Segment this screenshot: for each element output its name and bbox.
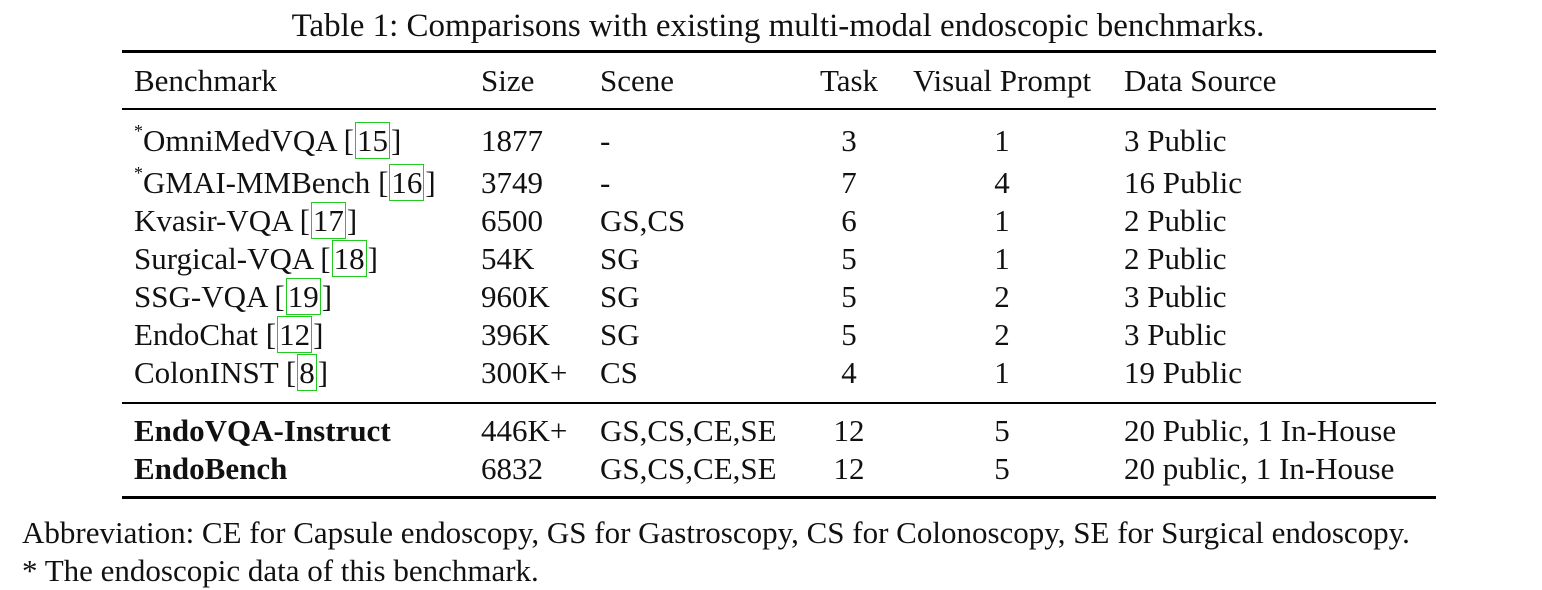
header-data-source: Data Source [1124,63,1277,98]
scene-cell: CS [600,355,638,390]
table-row: Surgical-VQA [18] 54K SG 5 1 2 Public [0,240,1542,278]
header-rule [122,108,1436,110]
scene-cell: GS,CS,CE,SE [600,413,777,448]
data-source-cell: 19 Public [1124,355,1242,390]
scene-cell: SG [600,241,640,276]
header-benchmark: Benchmark [134,63,277,98]
citation-link[interactable]: 8 [297,354,317,391]
data-source-cell: 3 Public [1124,123,1227,158]
size-cell: 446K+ [481,413,568,448]
visual-prompt-cell: 5 [994,451,1010,486]
citation-link[interactable]: 18 [331,240,367,277]
header-visual-prompt: Visual Prompt [912,63,1092,98]
header-row: Benchmark Size Scene Task Visual Prompt … [0,62,1542,100]
size-cell: 54K [481,241,535,276]
task-cell: 7 [841,165,857,200]
citation-link[interactable]: 12 [277,316,313,353]
header-size: Size [481,63,535,98]
scene-cell: - [600,165,611,200]
top-rule [122,50,1436,53]
benchmark-name: Kvasir-VQA [17] [134,202,358,239]
task-cell: 3 [841,123,857,158]
data-source-cell: 2 Public [1124,203,1227,238]
footnote-star: * The endoscopic data of this benchmark. [22,553,539,588]
table-row: EndoChat [12] 396K SG 5 2 3 Public [0,316,1542,354]
task-cell: 4 [841,355,857,390]
bottom-rule [122,496,1436,499]
benchmark-name: EndoChat [12] [134,316,324,353]
size-cell: 960K [481,279,550,314]
task-cell: 5 [841,279,857,314]
task-cell: 6 [841,203,857,238]
header-task: Task [819,63,879,98]
scene-cell: GS,CS [600,203,686,238]
data-source-cell: 3 Public [1124,317,1227,352]
table-row: ColonINST [8] 300K+ CS 4 1 19 Public [0,354,1542,392]
table-caption: Table 1: Comparisons with existing multi… [291,8,1265,44]
benchmark-name: ColonINST [8] [134,354,329,391]
size-cell: 3749 [481,165,543,200]
size-cell: 1877 [481,123,543,158]
citation-link[interactable]: 15 [354,122,390,159]
table-row-ours: EndoBench 6832 GS,CS,CE,SE 12 5 20 publi… [0,450,1542,488]
task-cell: 5 [841,317,857,352]
task-cell: 5 [841,241,857,276]
data-source-cell: 20 public, 1 In-House [1124,451,1395,486]
table-row-ours: EndoVQA-Instruct 446K+ GS,CS,CE,SE 12 5 … [0,412,1542,450]
citation-link[interactable]: 19 [285,278,321,315]
section-rule [122,402,1436,404]
table-row: Kvasir-VQA [17] 6500 GS,CS 6 1 2 Public [0,202,1542,240]
size-cell: 396K [481,317,550,352]
table-row: *OmniMedVQA [15] 1877 - 3 1 3 Public [0,121,1542,160]
scene-cell: SG [600,317,640,352]
benchmark-name: EndoVQA-Instruct [134,413,391,448]
visual-prompt-cell: 2 [994,279,1010,314]
benchmark-name: SSG-VQA [19] [134,278,333,315]
footnote-abbreviation: Abbreviation: CE for Capsule endoscopy, … [22,515,1410,550]
task-cell: 12 [833,413,865,448]
benchmark-name: EndoBench [134,451,288,486]
data-source-cell: 2 Public [1124,241,1227,276]
visual-prompt-cell: 5 [994,413,1010,448]
data-source-cell: 16 Public [1124,165,1242,200]
visual-prompt-cell: 1 [994,203,1010,238]
task-cell: 12 [833,451,865,486]
scene-cell: - [600,123,611,158]
benchmark-name: Surgical-VQA [18] [134,240,378,277]
benchmark-name: *OmniMedVQA [15] [134,121,402,159]
scene-cell: SG [600,279,640,314]
visual-prompt-cell: 1 [994,355,1010,390]
data-source-cell: 20 Public, 1 In-House [1124,413,1397,448]
visual-prompt-cell: 4 [994,165,1010,200]
visual-prompt-cell: 2 [994,317,1010,352]
table-row: *GMAI-MMBench [16] 3749 - 7 4 16 Public [0,163,1542,202]
benchmark-name: *GMAI-MMBench [16] [134,163,436,201]
table-row: SSG-VQA [19] 960K SG 5 2 3 Public [0,278,1542,316]
scene-cell: GS,CS,CE,SE [600,451,777,486]
size-cell: 6832 [481,451,543,486]
header-scene: Scene [600,63,675,98]
size-cell: 6500 [481,203,543,238]
visual-prompt-cell: 1 [994,123,1010,158]
citation-link[interactable]: 16 [389,164,425,201]
visual-prompt-cell: 1 [994,241,1010,276]
size-cell: 300K+ [481,355,568,390]
citation-link[interactable]: 17 [310,202,346,239]
data-source-cell: 3 Public [1124,279,1227,314]
